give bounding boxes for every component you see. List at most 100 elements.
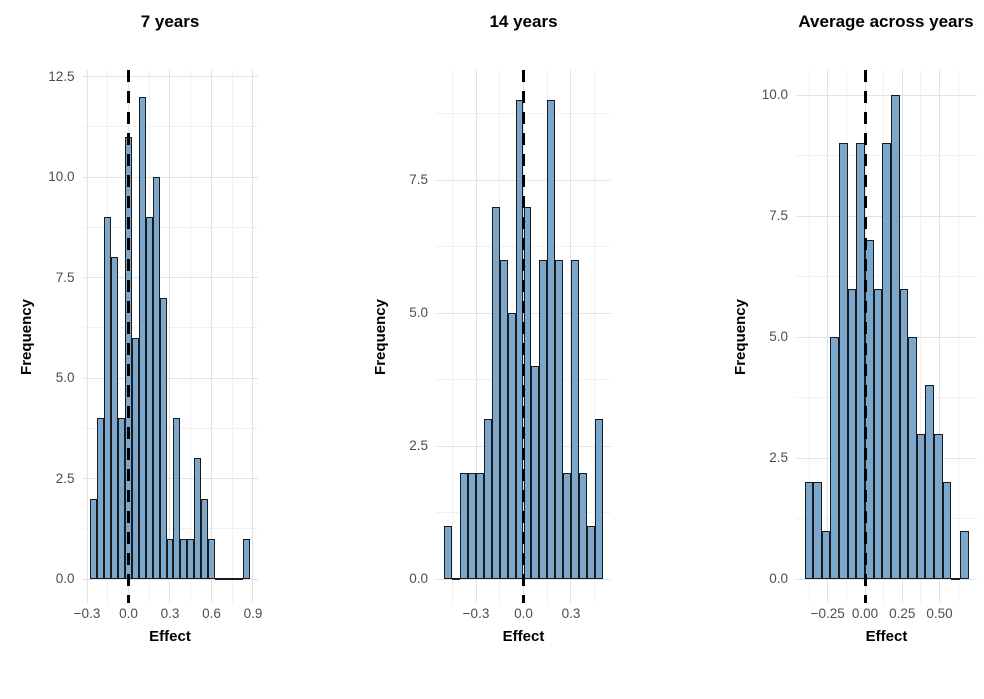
histogram-bar: [830, 337, 840, 579]
histogram-bar: [882, 143, 891, 579]
y-tick-label: 7.5: [55, 269, 75, 285]
histogram-bar: [483, 419, 492, 579]
x-axis-title: Effect: [502, 628, 545, 645]
grid-major-vertical: [475, 70, 477, 603]
histogram-bar: [531, 366, 540, 579]
histogram-zero-bin: [214, 577, 222, 580]
grid-major-vertical: [252, 70, 254, 603]
histogram-bar: [934, 433, 943, 579]
y-tick-label: 5.0: [55, 370, 75, 385]
histogram-bar: [539, 259, 548, 579]
histogram-bar: [813, 482, 822, 579]
y-axis-title: Frequency: [732, 299, 749, 375]
histogram-zero-bin: [228, 577, 236, 580]
histogram-bar: [547, 100, 556, 579]
y-tick-label: 2.5: [55, 470, 75, 486]
grid-minor-vertical: [231, 70, 233, 603]
histogram-bar: [138, 96, 146, 579]
histogram-bar: [159, 297, 167, 579]
histogram-bar: [444, 525, 453, 579]
histogram-bar: [104, 217, 112, 579]
y-tick-label: 10.0: [761, 87, 788, 102]
x-tick-label: 0.6: [202, 606, 221, 621]
histogram-bar: [194, 458, 202, 579]
y-tick-label: 2.5: [769, 450, 788, 465]
y-tick-label: 0.0: [769, 571, 788, 586]
histogram-zero-bin: [452, 577, 461, 580]
x-tick-label: 0.0: [514, 606, 533, 621]
x-tick-label: −0.3: [462, 606, 490, 621]
histogram-bar: [925, 385, 935, 579]
x-tick-label: 0.50: [926, 606, 953, 621]
histogram-bar: [960, 530, 969, 579]
histogram-zero-bin: [235, 577, 243, 580]
y-tick-label: 10.0: [48, 169, 75, 184]
plot-title: Average across years: [798, 12, 974, 31]
histogram-bar: [460, 472, 469, 579]
plot-title: 7 years: [140, 12, 200, 31]
y-tick-label: 0.0: [55, 571, 75, 586]
histogram-bar: [821, 530, 831, 579]
histogram-bar: [908, 337, 917, 579]
histogram-bar: [570, 259, 579, 579]
grid-major-vertical: [169, 70, 171, 603]
histogram-bar: [491, 206, 500, 579]
histogram-bar: [111, 257, 119, 579]
histogram-bar: [594, 419, 603, 579]
histogram-bar: [131, 337, 139, 579]
grid-major-vertical: [827, 70, 829, 603]
histogram-bar: [187, 538, 195, 579]
x-tick-label: 0.3: [160, 606, 180, 621]
histogram-bar: [890, 95, 900, 579]
histogram-bar: [208, 538, 215, 579]
x-axis-title: Effect: [865, 628, 908, 645]
zero-reference-dashed-line: [863, 70, 867, 603]
histogram-bar: [839, 143, 848, 579]
grid-major-vertical: [86, 70, 88, 603]
y-tick-label: 0.0: [409, 571, 428, 586]
histogram-bar: [499, 259, 508, 579]
plot-title: 14 years: [489, 12, 558, 31]
grid-major-horizontal: [796, 94, 977, 96]
y-tick-label: 5.0: [409, 305, 428, 320]
histogram-bar: [507, 313, 516, 579]
x-tick-label: 0.00: [851, 606, 879, 621]
histogram-zero-bin: [951, 577, 961, 580]
x-tick-label: 0.25: [889, 606, 916, 621]
x-tick-label: −0.3: [73, 606, 101, 621]
histogram-bar: [942, 482, 952, 579]
grid-major-vertical: [210, 70, 212, 603]
histogram-bar: [242, 538, 250, 579]
histogram-bar: [555, 259, 564, 579]
histogram-bar: [173, 418, 181, 579]
histogram-bar: [578, 472, 587, 579]
histogram-zero-bin: [221, 577, 229, 580]
y-tick-label: 12.5: [48, 68, 75, 84]
y-tick-label: 5.0: [769, 329, 788, 344]
histogram-bar: [90, 498, 98, 579]
histogram-bar: [804, 482, 814, 579]
zero-reference-dashed-line: [127, 70, 130, 603]
grid-major-vertical: [939, 70, 940, 603]
histogram-bar: [152, 177, 160, 579]
histogram-bar: [180, 538, 188, 579]
histogram-bar: [145, 217, 153, 579]
x-axis-title: Effect: [149, 628, 191, 645]
grid-minor-vertical: [190, 70, 192, 603]
histogram-bar: [899, 288, 909, 579]
x-tick-label: −0.25: [810, 606, 845, 621]
histogram-bar: [586, 525, 595, 579]
histogram-bar: [847, 288, 857, 579]
y-tick-label: 2.5: [409, 438, 428, 453]
histogram-bar: [468, 472, 476, 579]
histogram-bar: [563, 472, 571, 579]
histogram-bar: [916, 433, 926, 579]
histogram-bar: [476, 472, 484, 579]
